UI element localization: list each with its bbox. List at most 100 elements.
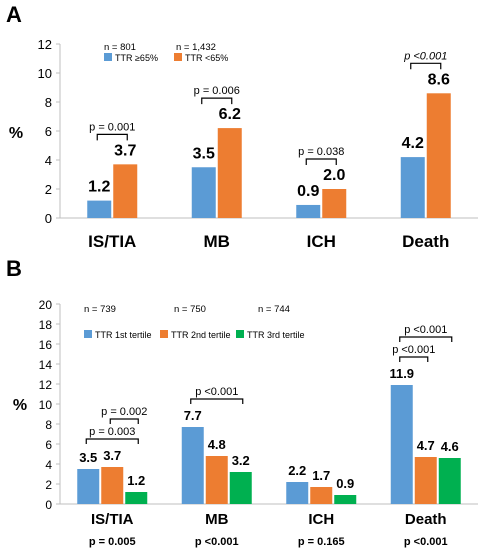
panel-a-bar-value-label: 1.2: [88, 179, 110, 196]
panel-b-bar-value-label: 3.7: [103, 448, 121, 463]
panel-b-y-tick-label: 18: [39, 318, 53, 332]
panel-b-legend-label: TTR 3rd tertile: [247, 330, 305, 340]
panel-a-comparison-bracket: [201, 97, 233, 105]
panel-b-comparison-bracket: [399, 356, 429, 362]
panel-a-bar-value-label: 6.2: [219, 106, 241, 123]
panel-a-legend-label: TTR <65%: [185, 53, 228, 63]
panel-a-y-tick-label: 0: [45, 211, 52, 226]
panel-b-y-tick-label: 16: [39, 338, 53, 352]
panel-a-comparison-p-value: p = 0.006: [194, 85, 240, 97]
panel-a-bar-value-label: 4.2: [402, 135, 424, 152]
panel-b-legend-n-count: n = 739: [84, 304, 116, 315]
panel-a-y-tick-label: 8: [45, 95, 52, 110]
panel-b-comparison-p-value: p = 0.002: [101, 406, 147, 418]
panel-b-bar: [390, 385, 413, 504]
panel-b-bar: [310, 487, 333, 504]
panel-b-bar: [205, 456, 228, 504]
panel-b-comparison-p-value: p <0.001: [392, 344, 435, 356]
panel-b-legend-swatch: [84, 330, 92, 338]
panel-b-bar: [438, 458, 461, 504]
panel-a-y-axis-label: %: [9, 125, 23, 142]
panel-a-bar: [87, 200, 112, 218]
panel-b-bar-value-label: 0.9: [336, 476, 354, 491]
panel-b-comparison-p-value: p <0.001: [195, 386, 238, 398]
panel-b-bar: [286, 482, 309, 504]
panel-b-y-tick-label: 2: [45, 478, 52, 492]
panel-a-bar: [113, 164, 138, 218]
panel-b-bar-value-label: 3.5: [79, 450, 97, 465]
panel-a-bar-value-label: 3.7: [114, 142, 136, 159]
panel-a-bar: [322, 189, 347, 218]
panel-b-y-tick-label: 8: [45, 418, 52, 432]
panel-a-comparison-p-value: p = 0.001: [89, 121, 135, 133]
panel-b-y-tick-label: 4: [45, 458, 52, 472]
panel-a-bar: [191, 167, 216, 218]
panel-b-overall-p-value: p = 0.005: [89, 536, 136, 548]
panel-a-bar: [296, 204, 321, 218]
panel-a-legend-label: TTR ≥65%: [115, 53, 158, 63]
panel-b-comparison-bracket: [85, 438, 139, 444]
panel-a-category-label: ICH: [307, 232, 336, 251]
panel-a-bar: [217, 128, 242, 218]
panel-b-comparison-p-value: p = 0.003: [89, 426, 135, 438]
panel-a-legend-n-count: n = 801: [104, 42, 136, 53]
panel-b-legend-swatch: [160, 330, 168, 338]
panel-a-category-label: Death: [402, 232, 449, 251]
panel-b-bar: [414, 457, 437, 504]
panel-b-bar-value-label: 3.2: [232, 453, 250, 468]
panel-b-overall-p-value: p <0.001: [404, 536, 448, 548]
panel-b-legend-swatch: [236, 330, 244, 338]
panel-b-letter: B: [6, 256, 22, 281]
panel-b-category-label: Death: [405, 511, 447, 528]
panel-b-bar-value-label: 11.9: [389, 366, 414, 381]
panel-b-comparison-bracket: [399, 336, 453, 342]
panel-a-y-tick-label: 4: [45, 153, 52, 168]
panel-b-overall-p-value: p <0.001: [195, 536, 239, 548]
panel-b-bar-value-label: 2.2: [288, 463, 306, 478]
panel-b-bar-value-label: 7.7: [184, 408, 202, 423]
panel-b-y-tick-label: 14: [39, 358, 53, 372]
panel-a-bar-value-label: 0.9: [297, 183, 319, 200]
panel-b-bar-value-label: 4.7: [417, 438, 435, 453]
panel-a-y-tick-label: 6: [45, 124, 52, 139]
panel-b-bar: [77, 469, 100, 504]
panel-a-bar-value-label: 3.5: [193, 145, 215, 162]
panel-a-legend-n-count: n = 1,432: [176, 42, 216, 53]
panel-b-comparison-bracket: [109, 418, 139, 424]
panel-b-y-tick-label: 20: [39, 298, 53, 312]
panel-b-bar: [101, 467, 124, 504]
panel-a-bar: [426, 93, 451, 218]
panel-b-bar: [181, 427, 204, 504]
panel-b-comparison-p-value: p <0.001: [404, 324, 447, 336]
panel-b-bar: [229, 472, 252, 504]
panel-b-legend-n-count: n = 744: [258, 304, 290, 315]
panel-a-comparison-p-value: p = 0.038: [298, 146, 344, 158]
panel-a-bar-value-label: 8.6: [428, 71, 450, 88]
panel-b-y-axis-label: %: [13, 397, 27, 414]
panel-a-y-tick-label: 12: [38, 37, 52, 52]
panel-b-y-tick-label: 12: [39, 378, 53, 392]
panel-b-legend-label: TTR 2nd tertile: [171, 330, 231, 340]
panel-b-category-label: IS/TIA: [91, 511, 134, 528]
panel-a-letter: A: [6, 2, 22, 27]
panel-a-legend-swatch: [174, 53, 182, 61]
panel-b-bar-value-label: 1.2: [127, 473, 145, 488]
panel-a-bar-value-label: 2.0: [323, 167, 345, 184]
panel-a-comparison-bracket: [305, 158, 337, 165]
panel-a-category-label: IS/TIA: [88, 232, 136, 251]
panel-a-y-tick-label: 10: [38, 66, 52, 81]
panel-a-bar: [400, 157, 425, 218]
panel-b-comparison-bracket: [190, 398, 244, 404]
panel-b-category-label: ICH: [308, 511, 334, 528]
panel-a-comparison-p-value: p <0.001: [403, 50, 447, 62]
panel-a-y-tick-label: 2: [45, 182, 52, 197]
panel-b-y-tick-label: 0: [45, 498, 52, 512]
panel-a-category-label: MB: [204, 232, 230, 251]
panel-b-bar: [334, 495, 357, 504]
panel-b-y-tick-label: 6: [45, 438, 52, 452]
panel-b-overall-p-value: p = 0.165: [298, 536, 345, 548]
panel-b-bar: [125, 492, 148, 504]
panel-b-bar-value-label: 4.6: [441, 439, 459, 454]
